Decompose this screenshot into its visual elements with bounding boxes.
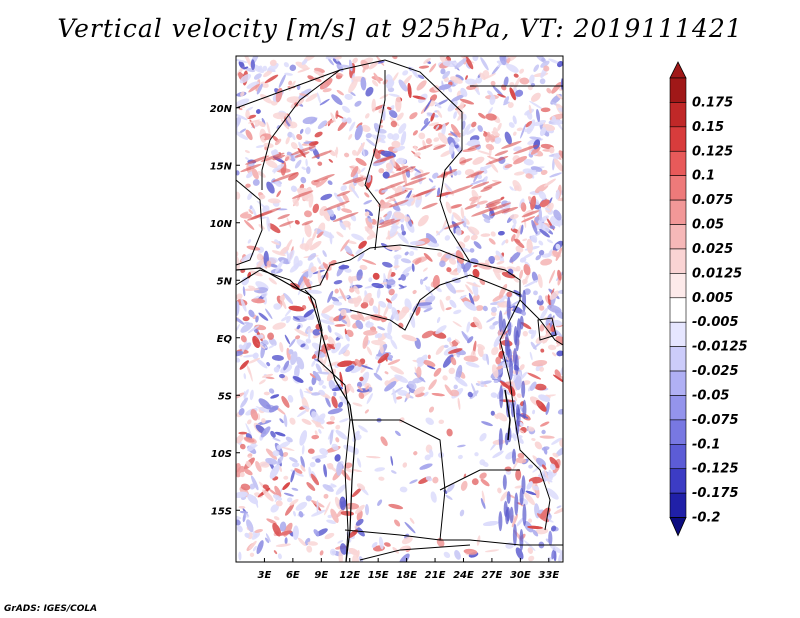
- colorbar-swatch: [669, 468, 687, 494]
- colorbar-level-label: -0.175: [692, 486, 739, 501]
- border-line: [304, 289, 351, 562]
- colorbar-swatch: [669, 346, 687, 372]
- lat-tick-label: 10S: [211, 449, 232, 460]
- colorbar-swatch: [669, 77, 687, 103]
- lon-tick-label: 33E: [538, 570, 559, 581]
- chart-title: Vertical velocity [m/s] at 925hPa, VT: 2…: [57, 14, 743, 43]
- border-line: [519, 299, 563, 346]
- colorbar-level-label: 0.05: [692, 218, 724, 233]
- colorbar-swatch: [669, 444, 687, 470]
- colorbar-level-label: 0.125: [692, 144, 733, 159]
- border-line: [349, 274, 521, 331]
- lon-tick-label: 18E: [396, 570, 417, 581]
- border-line: [359, 544, 471, 561]
- lat-tick-label: EQ: [217, 334, 233, 345]
- colorbar-level-label: -0.005: [692, 315, 739, 330]
- colorbar-swatch: [669, 321, 687, 347]
- border-line: [499, 339, 551, 531]
- border-line: [439, 469, 520, 491]
- lat-tick-label: 20N: [210, 104, 233, 115]
- axis-ticks: 20N 15N 10N 5N EQ 5S 10S 15S 3E 6E 9E 12E 15E 18E 21E 2…: [210, 104, 560, 581]
- colorbar-level-label: -0.0125: [692, 340, 748, 355]
- colorbar-level-label: -0.125: [692, 462, 739, 477]
- colorbar-swatch: [669, 175, 687, 201]
- border-line: [236, 59, 521, 341]
- lat-tick-label: 5N: [217, 276, 233, 287]
- colorbar-swatch: [669, 199, 687, 225]
- colorbar-level-label: 0.15: [692, 120, 724, 135]
- colorbar-bottom-arrow: [669, 517, 687, 537]
- lon-tick-label: 3E: [258, 570, 272, 581]
- colorbar-swatch: [669, 492, 687, 518]
- lake-victoria-outline: [537, 317, 557, 341]
- lake-tanganyika-outline: [504, 389, 511, 441]
- country-borders: [236, 59, 563, 562]
- map-frame: [235, 55, 564, 563]
- lat-tick-label: 5S: [218, 391, 232, 402]
- colorbar-swatch: [669, 150, 687, 176]
- colorbar-swatch: [669, 102, 687, 128]
- colorbar-level-label: -0.2: [692, 511, 720, 526]
- colorbar-level-label: -0.025: [692, 364, 739, 379]
- border-line: [236, 244, 471, 291]
- colorbar-swatch: [669, 419, 687, 445]
- colorbar-level-label: 0.1: [692, 169, 715, 184]
- colorbar-swatch: [669, 224, 687, 250]
- lon-tick-label: 30E: [510, 570, 531, 581]
- velocity-field: [236, 56, 563, 562]
- colorbar-level-label: -0.1: [692, 437, 720, 452]
- lon-tick-label: 15E: [368, 570, 389, 581]
- lat-tick-label: 10N: [210, 219, 233, 230]
- border-line: [364, 70, 386, 251]
- software-credit: GrADS: IGES/COLA: [4, 604, 98, 614]
- colorbar-swatch: [669, 370, 687, 396]
- colorbar-level-label: 0.025: [692, 242, 733, 257]
- colorbar-level-label: -0.05: [692, 388, 729, 403]
- colorbar-level-label: 0.0125: [692, 266, 742, 281]
- colorbar: 0.175 0.15 0.125 0.1 0.075 0.05 0.025 0.0125 0.0…: [669, 61, 748, 537]
- colorbar-swatch: [669, 248, 687, 274]
- colorbar-level-label: -0.075: [692, 413, 739, 428]
- colorbar-swatch: [669, 273, 687, 299]
- lon-tick-label: 24E: [453, 570, 474, 581]
- coastline: [236, 267, 356, 562]
- border-line: [236, 179, 263, 266]
- lon-tick-label: 21E: [425, 570, 446, 581]
- lon-tick-label: 6E: [286, 570, 300, 581]
- border-line: [261, 69, 341, 190]
- colorbar-swatch: [669, 395, 687, 421]
- colorbar-top-arrow: [669, 61, 687, 79]
- colorbar-swatch: [669, 297, 687, 323]
- colorbar-level-label: 0.075: [692, 193, 733, 208]
- lon-tick-label: 12E: [339, 570, 360, 581]
- colorbar-level-label: 0.175: [692, 95, 733, 110]
- border-line: [344, 529, 441, 541]
- lon-tick-label: 9E: [314, 570, 328, 581]
- lon-tick-label: 27E: [482, 570, 503, 581]
- colorbar-level-label: 0.005: [692, 291, 733, 306]
- lat-tick-label: 15S: [211, 506, 232, 517]
- colorbar-swatch: [669, 126, 687, 152]
- lat-tick-label: 15N: [210, 161, 233, 172]
- border-line: [350, 419, 563, 546]
